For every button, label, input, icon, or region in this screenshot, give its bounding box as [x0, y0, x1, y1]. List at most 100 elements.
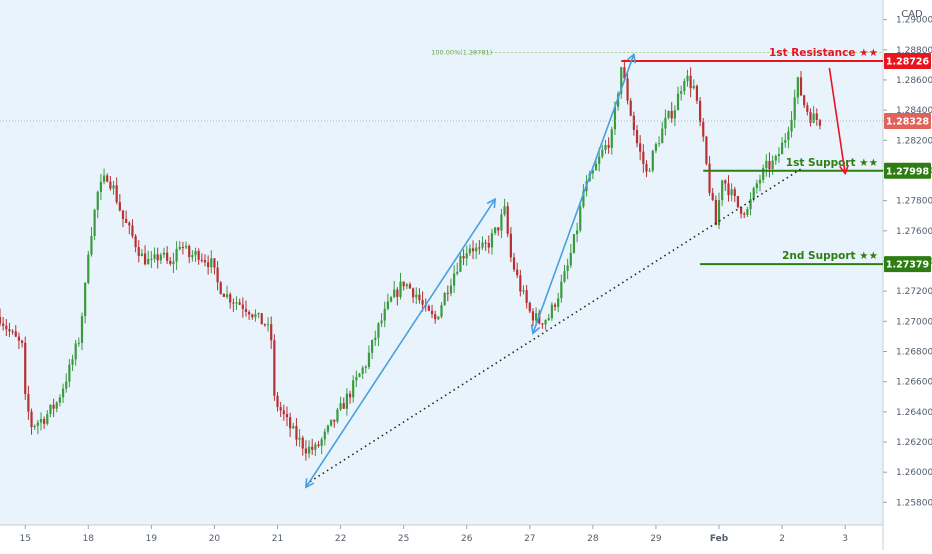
candle-body: [134, 235, 137, 248]
candle-body: [440, 305, 443, 317]
candle-body: [131, 225, 134, 236]
x-tick-label: 2: [779, 534, 785, 544]
candle-body: [200, 259, 203, 261]
candle-body: [547, 318, 550, 321]
candle-body: [711, 192, 714, 200]
arrow-2[interactable]: [828, 67, 850, 176]
candle-body: [654, 144, 658, 151]
candle-body: [311, 446, 314, 450]
candle-body: [172, 261, 175, 264]
candle-body: [333, 419, 336, 422]
candle-body: [506, 206, 509, 234]
candle-body: [143, 253, 147, 265]
y-tick-label: 1.25800: [896, 498, 932, 508]
candle-body: [475, 247, 478, 252]
candle-body: [121, 210, 125, 219]
candle-body: [181, 246, 185, 248]
candle-body: [796, 77, 799, 98]
candle-body: [219, 282, 222, 294]
candle-body: [292, 426, 295, 429]
candle-body: [352, 380, 355, 398]
candle-body: [430, 310, 434, 315]
candle-body: [389, 297, 393, 302]
candle-body: [399, 281, 402, 297]
candle-body: [412, 288, 415, 298]
candle-body: [96, 191, 99, 210]
plot-background: [0, 0, 883, 525]
candle-body: [14, 331, 17, 337]
candle-body: [799, 77, 803, 96]
candle-body: [358, 373, 361, 378]
candle-body: [803, 95, 806, 106]
candle-body: [572, 234, 576, 253]
candle-body: [503, 206, 506, 215]
arrow-1[interactable]: [530, 52, 637, 335]
candle-body: [232, 302, 235, 304]
candle-body: [787, 131, 790, 141]
price-tag-label: 1.28328: [886, 116, 930, 127]
candle-body: [465, 253, 468, 259]
candle-body: [162, 252, 166, 255]
time-axis-panel[interactable]: [0, 525, 883, 550]
fib-level-label: 100.00%(1.28781): [431, 49, 492, 57]
y-tick-label: 1.26000: [896, 468, 932, 478]
y-tick-label: 1.28200: [896, 136, 932, 146]
x-tick-label: 18: [83, 534, 95, 544]
candle-body: [251, 314, 254, 318]
candle-body: [468, 248, 471, 254]
candle-body: [115, 185, 118, 203]
candle-body: [437, 316, 440, 320]
candle-body: [225, 294, 229, 297]
candle-body: [560, 281, 563, 299]
candle-body: [238, 302, 241, 305]
candle-body: [0, 316, 2, 324]
candle-body: [594, 163, 598, 171]
candle-body: [112, 185, 115, 189]
candle-body: [260, 313, 263, 325]
candle-body: [538, 313, 541, 324]
candle-body: [317, 444, 320, 446]
candle-body: [724, 180, 727, 184]
candle-body: [459, 256, 462, 272]
candle-body: [74, 343, 77, 360]
candle-body: [396, 289, 399, 297]
candle-body: [11, 331, 14, 333]
candle-body: [642, 151, 645, 164]
candle-body: [156, 254, 159, 261]
candle-body: [339, 403, 342, 410]
candle-body: [755, 183, 758, 189]
candle-body: [77, 342, 80, 344]
x-tick-label: 27: [524, 534, 535, 544]
candle-body: [244, 308, 248, 312]
candle-body: [175, 249, 178, 262]
candle-body: [184, 245, 188, 248]
candle-body: [692, 85, 695, 89]
candle-body: [758, 179, 762, 184]
x-tick-label: 3: [842, 534, 848, 544]
candle-body: [651, 150, 654, 171]
candle-body: [708, 163, 711, 193]
candle-body: [33, 425, 36, 428]
candle-body: [752, 188, 755, 200]
candle-body: [36, 422, 39, 426]
candle-body: [471, 248, 475, 252]
candle-body: [361, 367, 364, 374]
candle-body: [367, 352, 371, 367]
candle-body: [676, 93, 680, 111]
price-axis-panel[interactable]: [883, 0, 932, 550]
candle-body: [235, 302, 238, 304]
candle-body: [522, 290, 525, 292]
candle-body: [241, 304, 244, 309]
currency-label: CAD: [901, 9, 923, 20]
price-tag: [884, 112, 931, 129]
candle-body: [664, 117, 667, 129]
candle-body: [541, 323, 544, 325]
candle-body: [371, 339, 374, 353]
candle-body: [635, 130, 639, 144]
candle-body: [326, 425, 330, 432]
candle-body: [125, 218, 128, 223]
arrow-0[interactable]: [304, 197, 497, 489]
candle-body: [743, 213, 746, 215]
